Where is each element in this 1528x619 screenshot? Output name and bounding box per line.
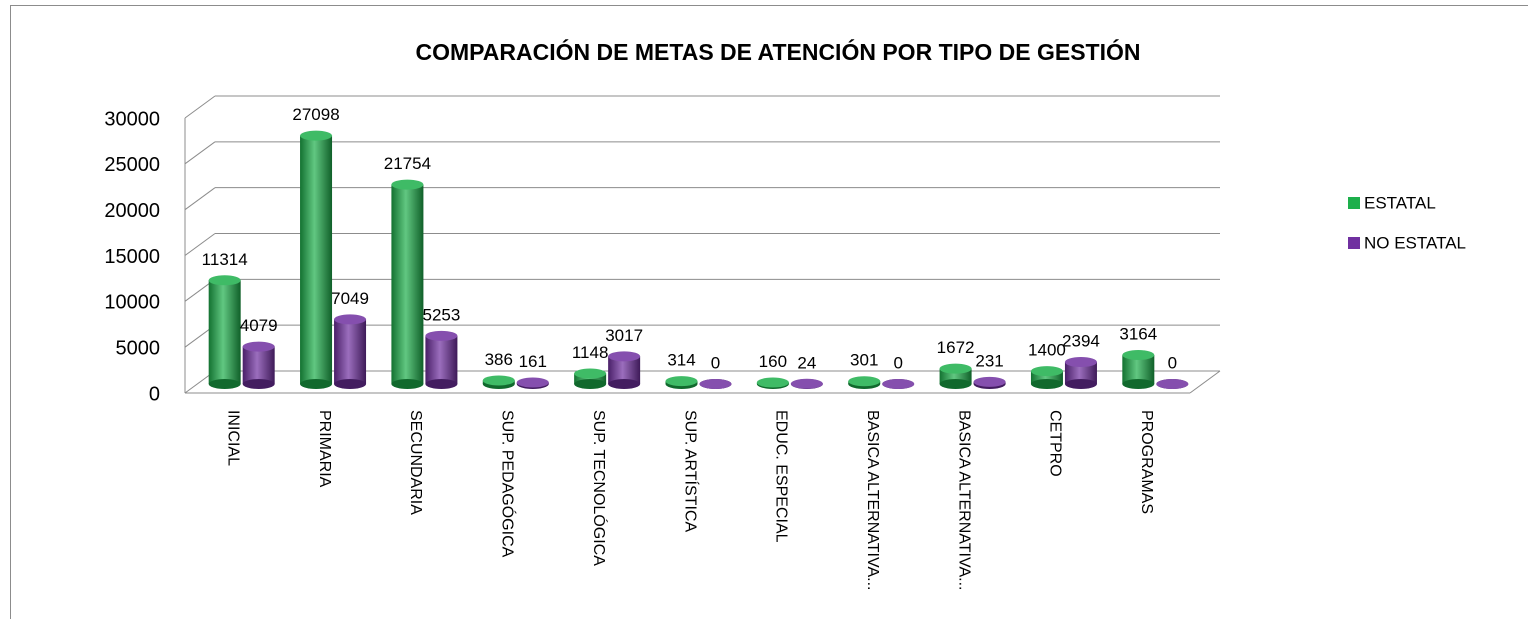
x-tick-label: SUP. ARTÍSTICA [681,410,700,532]
grid-line [184,233,216,256]
bar [391,184,424,384]
bar [1064,362,1097,384]
value-label: 301 [850,351,878,370]
bar [242,346,275,384]
bar-top [391,179,424,190]
bar-top [756,377,789,388]
value-label: 1672 [937,338,975,357]
bar-top [790,378,823,389]
bar-top [882,379,915,389]
bar-top [242,341,275,352]
value-label: 314 [667,351,695,370]
bar-top [848,376,881,387]
bar-top [1156,379,1189,389]
value-label: 11314 [202,250,248,269]
value-label: 5253 [422,305,460,324]
value-label: 161 [519,352,547,371]
bar-top [300,130,333,141]
value-label: 3017 [605,326,643,345]
value-label: 21754 [384,154,431,173]
bar-top [939,363,972,374]
value-label: 1400 [1028,341,1066,360]
value-label: 231 [975,351,1003,370]
value-label: 7049 [331,289,369,308]
x-tick-label: PRIMARIA [316,410,333,488]
value-label: 27098 [292,105,339,124]
bar-bottom [300,379,333,389]
x-tick-label: SUP. PEDAGÓGICA [499,410,518,558]
legend-swatch [1348,197,1360,209]
bar-top [608,351,641,362]
bar-top [482,375,515,386]
value-label: 0 [711,353,720,372]
bar-top [516,377,549,388]
legend-label: ESTATAL [1364,193,1436,212]
bar-top [1064,357,1097,368]
y-tick-label: 10000 [104,292,160,314]
legend-label: NO ESTATAL [1364,233,1466,252]
value-label: 0 [1168,353,1177,372]
bar [208,280,241,384]
value-label: 3164 [1119,324,1157,343]
chart-title: COMPARACIÓN DE METAS DE ATENCIÓN POR TIP… [416,38,1141,65]
bar-bottom [242,379,275,389]
value-label: 386 [485,350,513,369]
x-tick-label: EDUC. ESPECIAL [773,410,790,543]
floor-right [1189,370,1221,394]
bar-bottom [1030,379,1063,389]
bar [300,135,333,384]
bar-top [574,368,607,379]
bar-top [425,330,458,341]
grid-line [184,187,216,211]
bar-top [699,379,732,389]
bar-top [334,314,367,325]
x-tick-label: PROGRAMAS [1138,410,1155,514]
x-tick-label: SECUNDARIA [407,410,424,515]
bar-bottom [391,379,424,389]
bar-bottom [574,379,607,389]
x-tick-label: CETPRO [1047,410,1064,477]
bar-top [665,376,698,387]
bar-bottom [939,379,972,389]
x-tick-label: INICIAL [224,410,241,466]
value-label: 2394 [1062,332,1100,351]
y-tick-label: 5000 [116,337,161,359]
y-tick-label: 20000 [104,200,160,222]
value-label: 160 [759,352,787,371]
bar-bottom [1064,379,1097,389]
chart-frame [10,5,1528,619]
bar-bottom [425,379,458,389]
y-tick-label: 0 [149,383,160,405]
grid-line [184,95,216,119]
bar [334,319,367,384]
value-label: 4079 [240,316,278,335]
bar-bottom [608,379,641,389]
value-label: 24 [797,353,816,372]
bar-top [973,376,1006,387]
bar-top [1030,366,1063,377]
bar-bottom [208,379,241,389]
bar-top [208,275,241,286]
y-tick-label: 25000 [104,154,160,176]
grid-line [184,141,216,165]
value-label: 1148 [572,343,609,362]
bar [425,335,458,384]
x-tick-label: SUP. TECNOLÓGICA [590,410,609,566]
bar-top [1122,349,1155,360]
bar-bottom [1122,379,1155,389]
y-tick-label: 30000 [104,108,160,130]
x-tick-label: BASICA ALTERNATIVA... [955,410,972,590]
y-tick-label: 15000 [104,246,160,268]
bar [574,373,607,384]
x-tick-label: BASICA ALTERNATIVA... [864,410,881,591]
bar-bottom [334,379,367,389]
legend-swatch [1348,237,1360,249]
value-label: 0 [893,353,902,372]
